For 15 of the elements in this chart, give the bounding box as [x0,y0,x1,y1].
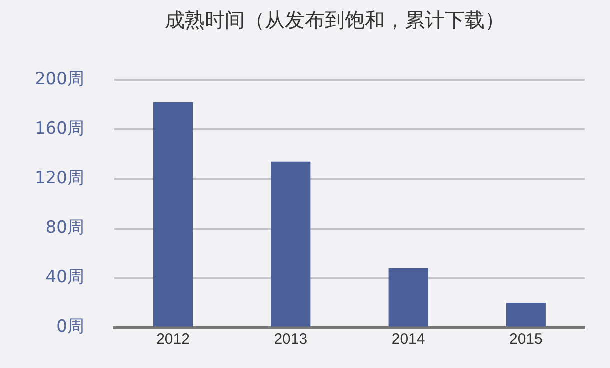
x-tick-label: 2015 [509,330,543,348]
y-tick-label: 200周 [34,70,84,90]
x-tick-label: 2013 [274,330,308,348]
bar [271,162,311,327]
y-tick-label: 160周 [34,119,84,140]
x-tick-label: 2014 [392,330,426,348]
y-tick-label: 120周 [34,168,84,189]
bar [388,268,428,327]
y-tick-label: 80周 [46,218,84,238]
bar [154,102,194,327]
bar [506,303,546,327]
chart-title: 成熟时间（从发布到饱和，累计下载） [164,7,506,34]
y-tick-label: 40周 [46,268,84,288]
y-tick-label: 0周 [56,317,84,338]
x-tick-label: 2012 [156,330,190,348]
